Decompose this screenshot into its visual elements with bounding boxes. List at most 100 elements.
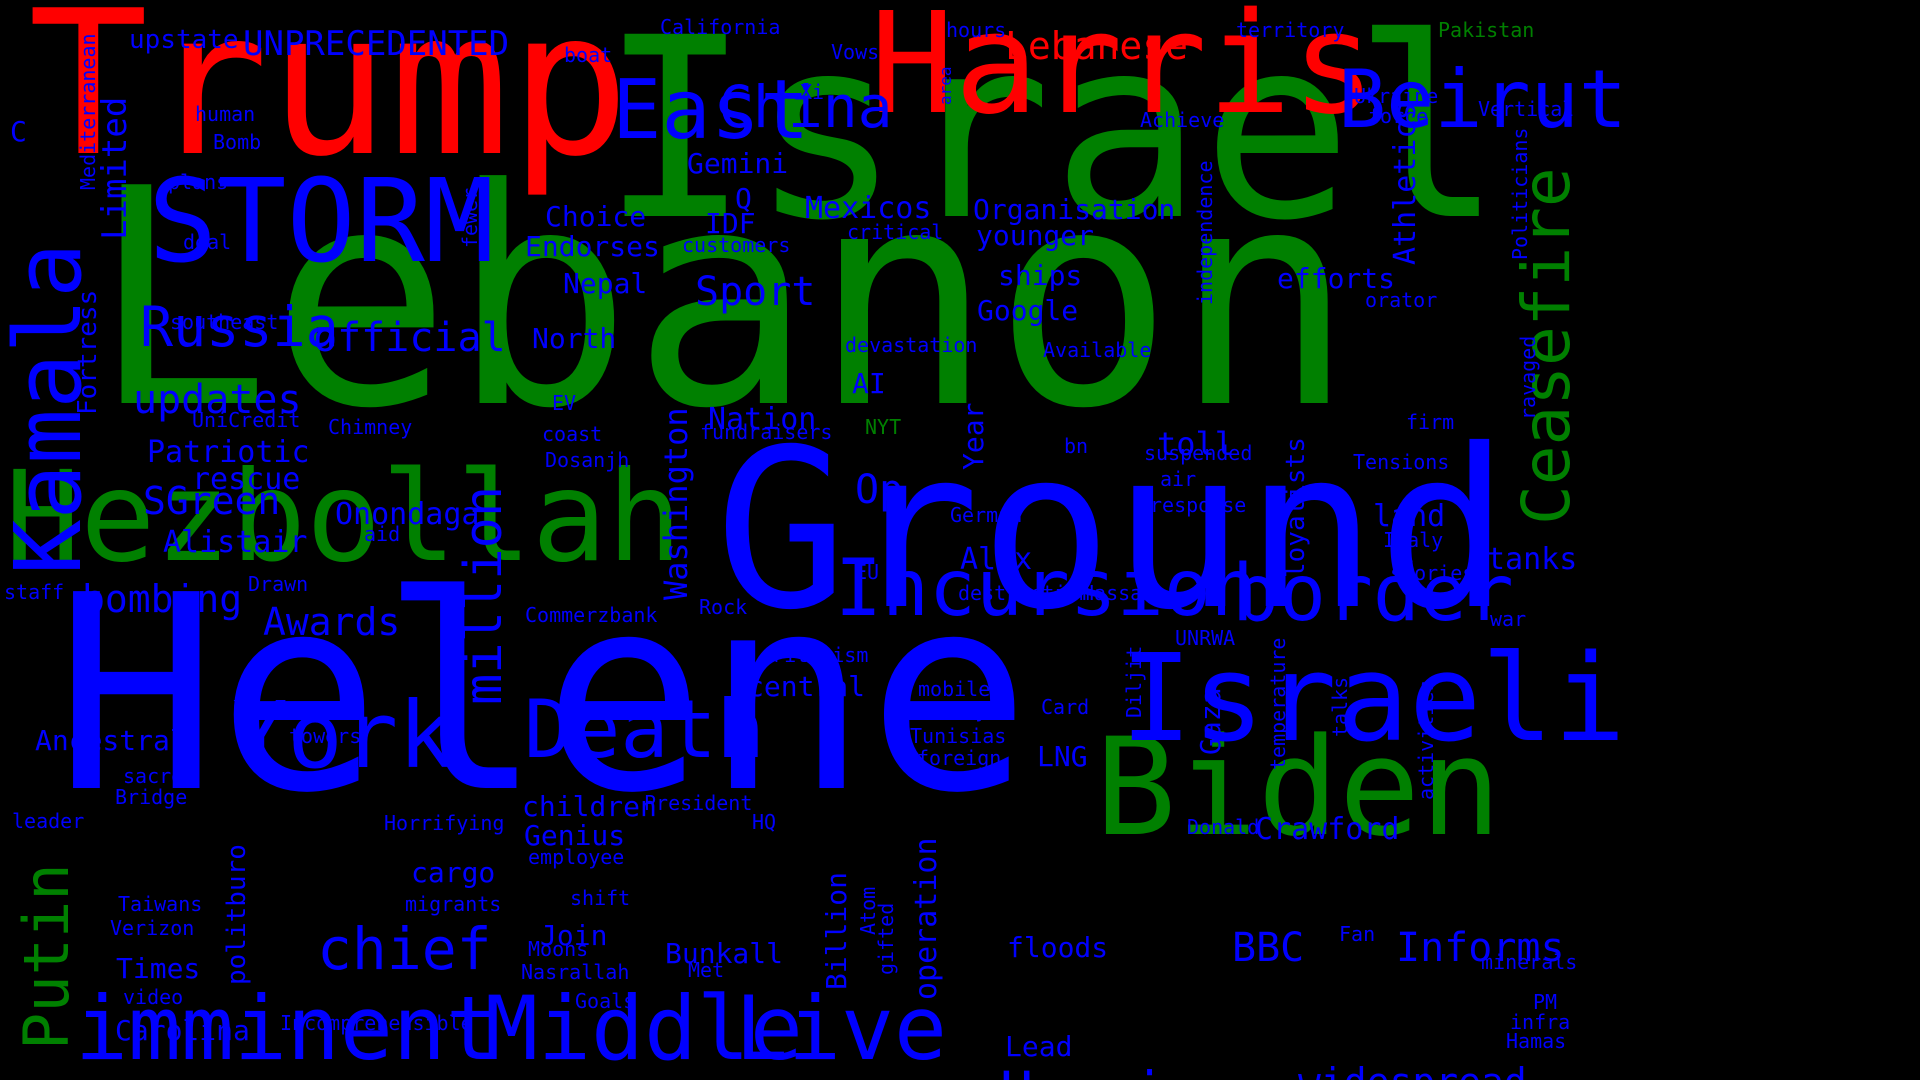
word-vertical: Vertical bbox=[1478, 97, 1575, 121]
word-hurricane: Hurricane bbox=[1000, 1065, 1298, 1080]
word-stories: stories bbox=[1390, 561, 1475, 585]
word-minerals: minerals bbox=[1481, 950, 1578, 974]
word-israeli: Israeli bbox=[1120, 630, 1626, 769]
word-choice: Choice bbox=[545, 200, 647, 233]
word-chimney: Chimney bbox=[328, 415, 413, 439]
word-floods: floods bbox=[1007, 931, 1109, 964]
word-customers: customers bbox=[682, 233, 791, 257]
word-unicredit: UniCredit bbox=[192, 408, 301, 432]
word-suspended: suspended bbox=[1144, 441, 1253, 465]
word-genius: Genius bbox=[524, 819, 626, 852]
word-harris: Harris bbox=[870, 0, 1376, 146]
word-talks: talks bbox=[1328, 676, 1352, 737]
word-force: force bbox=[1368, 104, 1429, 128]
word-gifted: gifted bbox=[874, 902, 898, 975]
word-drawn: Drawn bbox=[248, 572, 309, 596]
word-fortress: Fortress bbox=[73, 289, 103, 415]
word-billion: Billion bbox=[820, 871, 853, 990]
word-border: border bbox=[1232, 549, 1514, 639]
word-rescue: rescue bbox=[192, 462, 301, 497]
word-join: Join bbox=[540, 919, 608, 952]
word-ai: AI bbox=[852, 367, 886, 400]
word-territory: territory bbox=[1236, 18, 1345, 42]
word-employee: employee bbox=[528, 845, 625, 869]
word-trump: Trump bbox=[28, 0, 631, 201]
word-deal: deal bbox=[183, 230, 232, 254]
word-donald: Donald bbox=[1187, 815, 1260, 839]
word-unrwa: UNRWA bbox=[1175, 626, 1236, 650]
word-storm: STORM bbox=[148, 155, 495, 289]
word-year: Year bbox=[957, 402, 990, 470]
word-card: Card bbox=[1041, 695, 1090, 719]
word-boat: boat bbox=[564, 43, 613, 67]
word-unprecedented: UNPRECEDENTED bbox=[243, 24, 510, 64]
word-children: children bbox=[522, 790, 657, 823]
word-bunkall: Bunkall bbox=[665, 937, 784, 970]
word-devastation: devastation bbox=[845, 333, 978, 357]
word-upstate: upstate bbox=[129, 25, 239, 55]
word-politburo: politburo bbox=[222, 844, 252, 985]
word-hamas: Hamas bbox=[1506, 1029, 1567, 1053]
word-foreign: foreign bbox=[917, 746, 1002, 770]
word-destruction: destruction bbox=[958, 581, 1091, 605]
word-york: York bbox=[232, 682, 454, 789]
word-times: Times bbox=[116, 952, 201, 985]
word-taiwans: Taiwans bbox=[118, 892, 203, 916]
word-xi: Xi bbox=[800, 80, 825, 104]
word-helene: Helene bbox=[55, 537, 1031, 852]
word-endorses: Endorses bbox=[525, 230, 660, 263]
word-response: response bbox=[1150, 493, 1247, 517]
word-lebanese: Lebanese bbox=[1005, 24, 1189, 68]
word-imminent: imminent bbox=[75, 977, 499, 1080]
word-fewer: fewer bbox=[458, 187, 482, 248]
word-war: war bbox=[1490, 607, 1527, 631]
word-north: North bbox=[532, 322, 617, 355]
word-cargo: cargo bbox=[411, 856, 496, 889]
word-lng: LNG bbox=[1037, 740, 1088, 773]
word-russia: Russia bbox=[140, 295, 339, 359]
word-younger: younger bbox=[976, 219, 1095, 252]
word-staff: staff bbox=[4, 580, 65, 604]
word-c: C bbox=[10, 115, 27, 148]
word-shift: shift bbox=[570, 886, 631, 910]
word-death: Death bbox=[524, 683, 765, 776]
word-lead: Lead bbox=[1005, 1030, 1073, 1063]
word-operation: operation bbox=[909, 837, 944, 1000]
word-verizon: Verizon bbox=[110, 916, 195, 940]
word-land: land bbox=[1373, 499, 1446, 534]
word-bomb: Bomb bbox=[213, 130, 262, 154]
word-hours: hours bbox=[946, 18, 1007, 42]
word-mexicos: Mexicos bbox=[805, 191, 932, 226]
word-firm: firm bbox=[1406, 410, 1455, 434]
word-onondaga: Onondaga bbox=[335, 497, 480, 532]
word-ground: Ground bbox=[715, 402, 1510, 658]
word-politicians: Politicians bbox=[1508, 127, 1532, 260]
word-italy: Italy bbox=[1383, 528, 1444, 552]
word-infra: infra bbox=[1510, 1010, 1571, 1034]
word-criticism: criticism bbox=[760, 643, 869, 667]
word-east: East bbox=[612, 63, 810, 158]
word-moons: Moons bbox=[528, 937, 589, 961]
word-efforts: efforts bbox=[1277, 262, 1396, 295]
word-achieve: Achieve bbox=[1140, 108, 1225, 132]
word-ukraine: Ukraine bbox=[1354, 84, 1439, 108]
word-diljit: Diljit bbox=[1122, 645, 1146, 718]
word-incomprehensible: Incomprehensible bbox=[280, 1011, 473, 1035]
word-google: Google bbox=[977, 294, 1079, 327]
word-goals: Goals bbox=[575, 989, 636, 1013]
word-middle: Middle bbox=[485, 977, 803, 1080]
word-hq: HQ bbox=[752, 810, 777, 834]
word-official: official bbox=[313, 315, 506, 361]
word-embassy: embassy bbox=[903, 698, 988, 722]
word-fundraisers: fundraisers bbox=[700, 420, 833, 444]
word-air: air bbox=[1160, 467, 1197, 491]
word-migrants: migrants bbox=[405, 892, 502, 916]
word-president: President bbox=[644, 791, 753, 815]
word-nasrallah: Nasrallah bbox=[521, 960, 630, 984]
word-critical: critical bbox=[847, 220, 944, 244]
word-informs: Informs bbox=[1396, 925, 1565, 971]
word-bbc: BBC bbox=[1232, 925, 1305, 971]
word-op: Op bbox=[855, 467, 904, 513]
word-israel: Israel bbox=[600, 0, 1504, 275]
